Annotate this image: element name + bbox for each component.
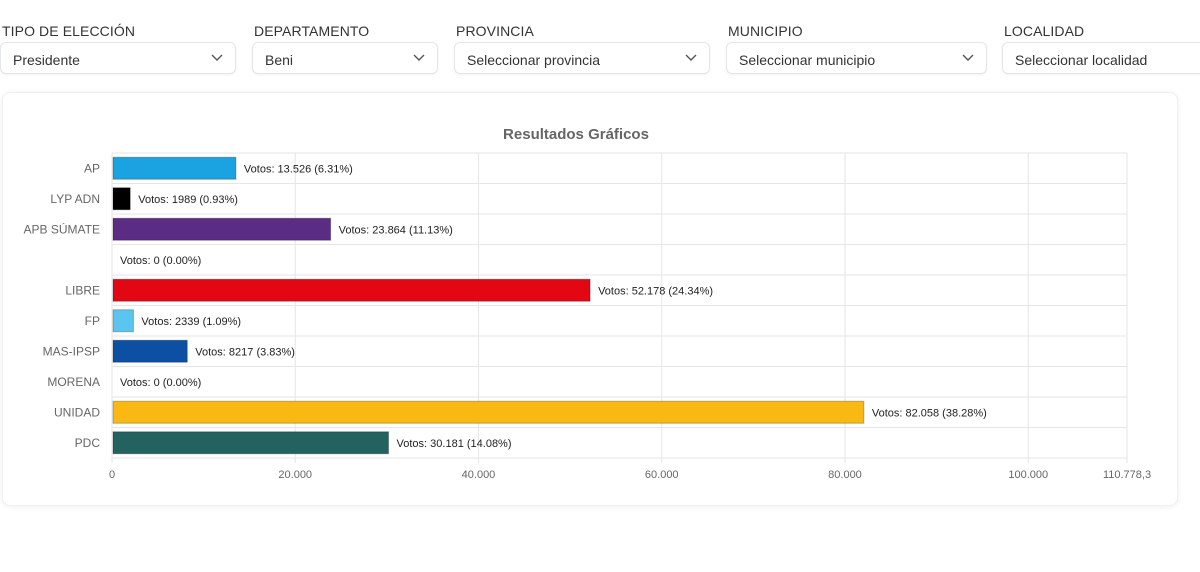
filter-label: LOCALIDAD — [1004, 23, 1085, 39]
results-bar-chart: Resultados Gráficos AP LYP ADN APB SÚMATE L… — [24, 126, 1152, 481]
filter-label: TIPO DE ELECCIÓN — [2, 23, 136, 39]
bar-data-label: Votos: 52.178 (24.34%) — [598, 285, 713, 297]
filter-label: MUNICIPIO — [728, 23, 803, 39]
bar-data-label: Votos: 82.058 (38.28%) — [872, 407, 987, 419]
filter-value: Seleccionar municipio — [739, 52, 876, 68]
category-label: FP — [85, 314, 100, 328]
bar-data-label: Votos: 13.526 (6.31%) — [244, 163, 353, 175]
bar[interactable] — [112, 156, 237, 180]
category-label: PDC — [75, 436, 101, 450]
bar[interactable] — [112, 187, 131, 211]
filter-value: Beni — [265, 52, 294, 68]
filter-bar: TIPO DE ELECCIÓN Presidente DEPARTAMENTO… — [0, 0, 1200, 80]
category-label: APB SÚMATE — [24, 221, 100, 236]
provincia-select[interactable]: Seleccionar provincia — [454, 42, 710, 74]
category-labels: AP LYP ADN APB SÚMATE LIBRE FP MAS-IPSP MORENA… — [24, 161, 101, 450]
category-label: LIBRE — [65, 283, 100, 297]
bar[interactable] — [112, 400, 865, 424]
bar[interactable] — [112, 309, 134, 333]
chart-grid — [111, 152, 1128, 459]
filter-value: Seleccionar provincia — [467, 52, 601, 68]
x-tick-label: 40.000 — [462, 469, 496, 481]
bar[interactable] — [112, 431, 390, 455]
chart-title: Resultados Gráficos — [503, 126, 649, 143]
bar-data-label: Votos: 0 (0.00%) — [120, 255, 201, 267]
category-label: AP — [84, 161, 100, 175]
bar[interactable] — [112, 217, 332, 241]
x-tick-label: 80.000 — [828, 469, 862, 481]
x-tick-label: 0 — [109, 469, 115, 481]
filter-value: Presidente — [13, 52, 80, 68]
x-tick-label: 110.778,3 — [1103, 469, 1151, 481]
localidad-select[interactable]: Seleccionar localidad — [1002, 42, 1200, 74]
x-tick-label: 20.000 — [278, 469, 312, 481]
bar-data-label: Votos: 8217 (3.83%) — [195, 346, 295, 358]
bar[interactable] — [112, 339, 188, 363]
bar-data-label: Votos: 0 (0.00%) — [120, 377, 201, 389]
filter-label: DEPARTAMENTO — [254, 23, 370, 39]
bar-data-label: Votos: 23.864 (11.13%) — [339, 224, 453, 236]
departamento-select[interactable]: Beni — [252, 42, 438, 74]
category-label: MORENA — [47, 375, 100, 389]
x-tick-label: 60.000 — [645, 469, 679, 481]
category-label: LYP ADN — [50, 192, 100, 206]
bar-data-label: Votos: 1989 (0.93%) — [138, 194, 238, 206]
tipo-eleccion-select[interactable]: Presidente — [0, 42, 236, 74]
x-axis-ticks: 0 20.000 40.000 60.000 80.000 100.000 110.778,… — [109, 458, 1151, 481]
bar[interactable] — [112, 278, 591, 302]
category-label: UNIDAD — [54, 405, 100, 419]
chevron-down-icon — [413, 54, 425, 61]
bar-data-label: Votos: 30.181 (14.08%) — [397, 438, 512, 450]
chevron-down-icon — [962, 54, 974, 61]
x-tick-label: 100.000 — [1008, 469, 1048, 481]
chevron-down-icon — [685, 54, 697, 61]
filter-label: PROVINCIA — [456, 23, 534, 39]
bar-data-label: Votos: 2339 (1.09%) — [141, 316, 241, 328]
category-label: MAS-IPSP — [43, 344, 100, 358]
chevron-down-icon — [211, 54, 223, 61]
municipio-select[interactable]: Seleccionar municipio — [726, 42, 987, 74]
chart-card: Resultados Gráficos AP LYP ADN APB SÚMATE L… — [2, 92, 1178, 506]
filter-value: Seleccionar localidad — [1015, 52, 1148, 68]
bars: Votos: 13.526 (6.31%) Votos: 1989 (0.93%)… — [112, 156, 987, 455]
